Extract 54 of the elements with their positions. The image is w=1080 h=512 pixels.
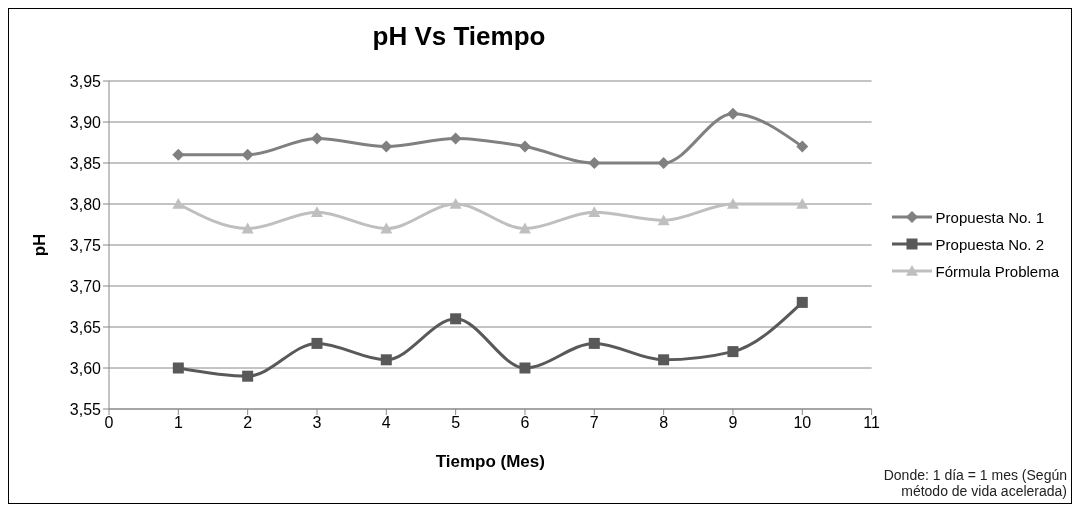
- x-tick-label: 1: [173, 414, 183, 432]
- point: [380, 354, 392, 366]
- point: [242, 370, 254, 382]
- point: [172, 198, 185, 209]
- x-tick-label: 7: [589, 414, 599, 432]
- x-tick-label: 10: [793, 414, 812, 432]
- point: [310, 132, 323, 145]
- x-tick-label: 8: [659, 414, 669, 432]
- x-tick-label: 5: [451, 414, 461, 432]
- legend-label: Propuesta No. 2: [935, 235, 1045, 253]
- x-tick-label: 11: [863, 414, 881, 432]
- point: [310, 206, 323, 217]
- x-tick-label: 9: [728, 414, 738, 432]
- x-tick-label: 0: [104, 414, 114, 432]
- x-tick-label: 6: [520, 414, 530, 432]
- point: [241, 222, 254, 234]
- x-tick-label: 4: [381, 414, 391, 432]
- point: [796, 140, 809, 153]
- point: [311, 337, 323, 349]
- y-tick-label: 3,95: [69, 72, 102, 90]
- y-tick-label: 3,60: [69, 359, 102, 377]
- point: [658, 354, 670, 366]
- point: [518, 222, 531, 234]
- point: [796, 198, 809, 209]
- point: [588, 337, 600, 349]
- y-tick-label: 3,85: [69, 154, 102, 172]
- point: [518, 140, 531, 153]
- y-axis-title: pH: [30, 233, 50, 257]
- point: [450, 313, 462, 325]
- chart-title: pH Vs Tiempo: [371, 21, 547, 52]
- x-axis-title: Tiempo (Mes): [435, 452, 545, 471]
- x-tick-label: 2: [243, 414, 253, 432]
- legend-label: Fórmula Problema: [935, 262, 1059, 280]
- y-tick-label: 3,70: [69, 277, 102, 295]
- point: [449, 132, 462, 145]
- text: Donde: 1 día = 1 mes (Según método de vida acelerada): [882, 467, 1067, 499]
- point: [519, 362, 531, 374]
- y-tick-label: 3,55: [69, 400, 102, 418]
- y-tick-label: 3,75: [69, 236, 102, 254]
- y-tick-label: 3,80: [69, 195, 102, 213]
- point: [727, 346, 739, 358]
- point: [380, 140, 393, 153]
- point: [726, 198, 739, 209]
- y-tick-label: 3,65: [69, 318, 102, 336]
- point: [796, 296, 808, 308]
- point: [380, 222, 393, 234]
- point: [588, 206, 601, 217]
- legend-label: Propuesta No. 1: [935, 208, 1045, 226]
- x-tick-label: 3: [312, 414, 322, 432]
- point: [449, 198, 462, 209]
- point: [726, 107, 739, 120]
- point: [657, 214, 670, 226]
- point: [172, 362, 184, 374]
- y-tick-label: 3,90: [69, 113, 102, 131]
